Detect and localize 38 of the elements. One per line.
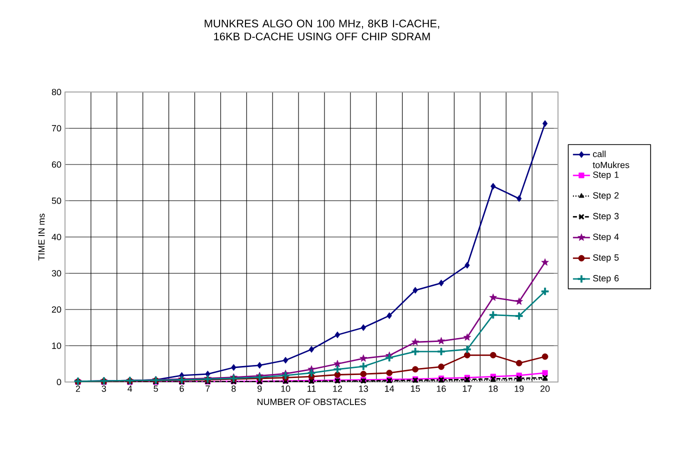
x-tick-label: 10 [281,386,290,392]
x-tick-label: 14 [385,386,394,392]
chart-title: MUNKRES ALGO ON 100 MHz, 8KB I-CACHE, 16KB D-CACHE USING OFF CHIP SDRAM [204,20,440,40]
y-tick-label: 70 [52,125,62,132]
legend-label: call toMukres [592,150,630,168]
y-tick-label: 10 [52,342,62,349]
x-tick-label: 16 [436,386,446,392]
x-tick-label: 19 [514,386,524,392]
legend-label: Step 2 [593,192,619,200]
y-tick-label: 60 [52,161,62,168]
x-tick-label: 4 [128,386,132,392]
x-tick-label: 17 [462,386,472,392]
x-tick-label: 18 [488,386,498,392]
y-tick-label: 50 [52,198,62,204]
x-tick-label: 11 [308,386,316,392]
x-tick-label: 12 [333,386,342,392]
x-tick-label: 20 [540,386,550,392]
x-tick-label: 8 [232,386,236,392]
legend-label: Step 5 [593,254,619,262]
x-tick-label: 3 [102,386,106,392]
legend-label: Step 1 [593,172,619,180]
y-tick-label: 20 [52,306,62,313]
x-tick-label: 5 [154,386,158,392]
x-tick-label: 2 [76,386,80,392]
x-tick-label: 9 [258,386,262,392]
legend-label: Step 6 [593,275,619,284]
y-tick-label: 30 [52,270,62,276]
y-tick-label: 80 [52,88,62,96]
y-tick-label: 40 [52,234,62,240]
x-tick-label: 15 [410,386,420,392]
x-axis-title: NUMBER OF OBSTACLES [258,398,366,406]
x-tick-label: 7 [206,386,210,392]
y-tick-label: 0 [56,378,62,386]
x-tick-label: 13 [359,386,368,392]
legend-label: Step 3 [593,212,619,222]
legend-label: Step 4 [593,234,619,242]
x-tick-label: 6 [180,386,184,392]
y-axis-title: TIME IN ms [38,214,45,260]
